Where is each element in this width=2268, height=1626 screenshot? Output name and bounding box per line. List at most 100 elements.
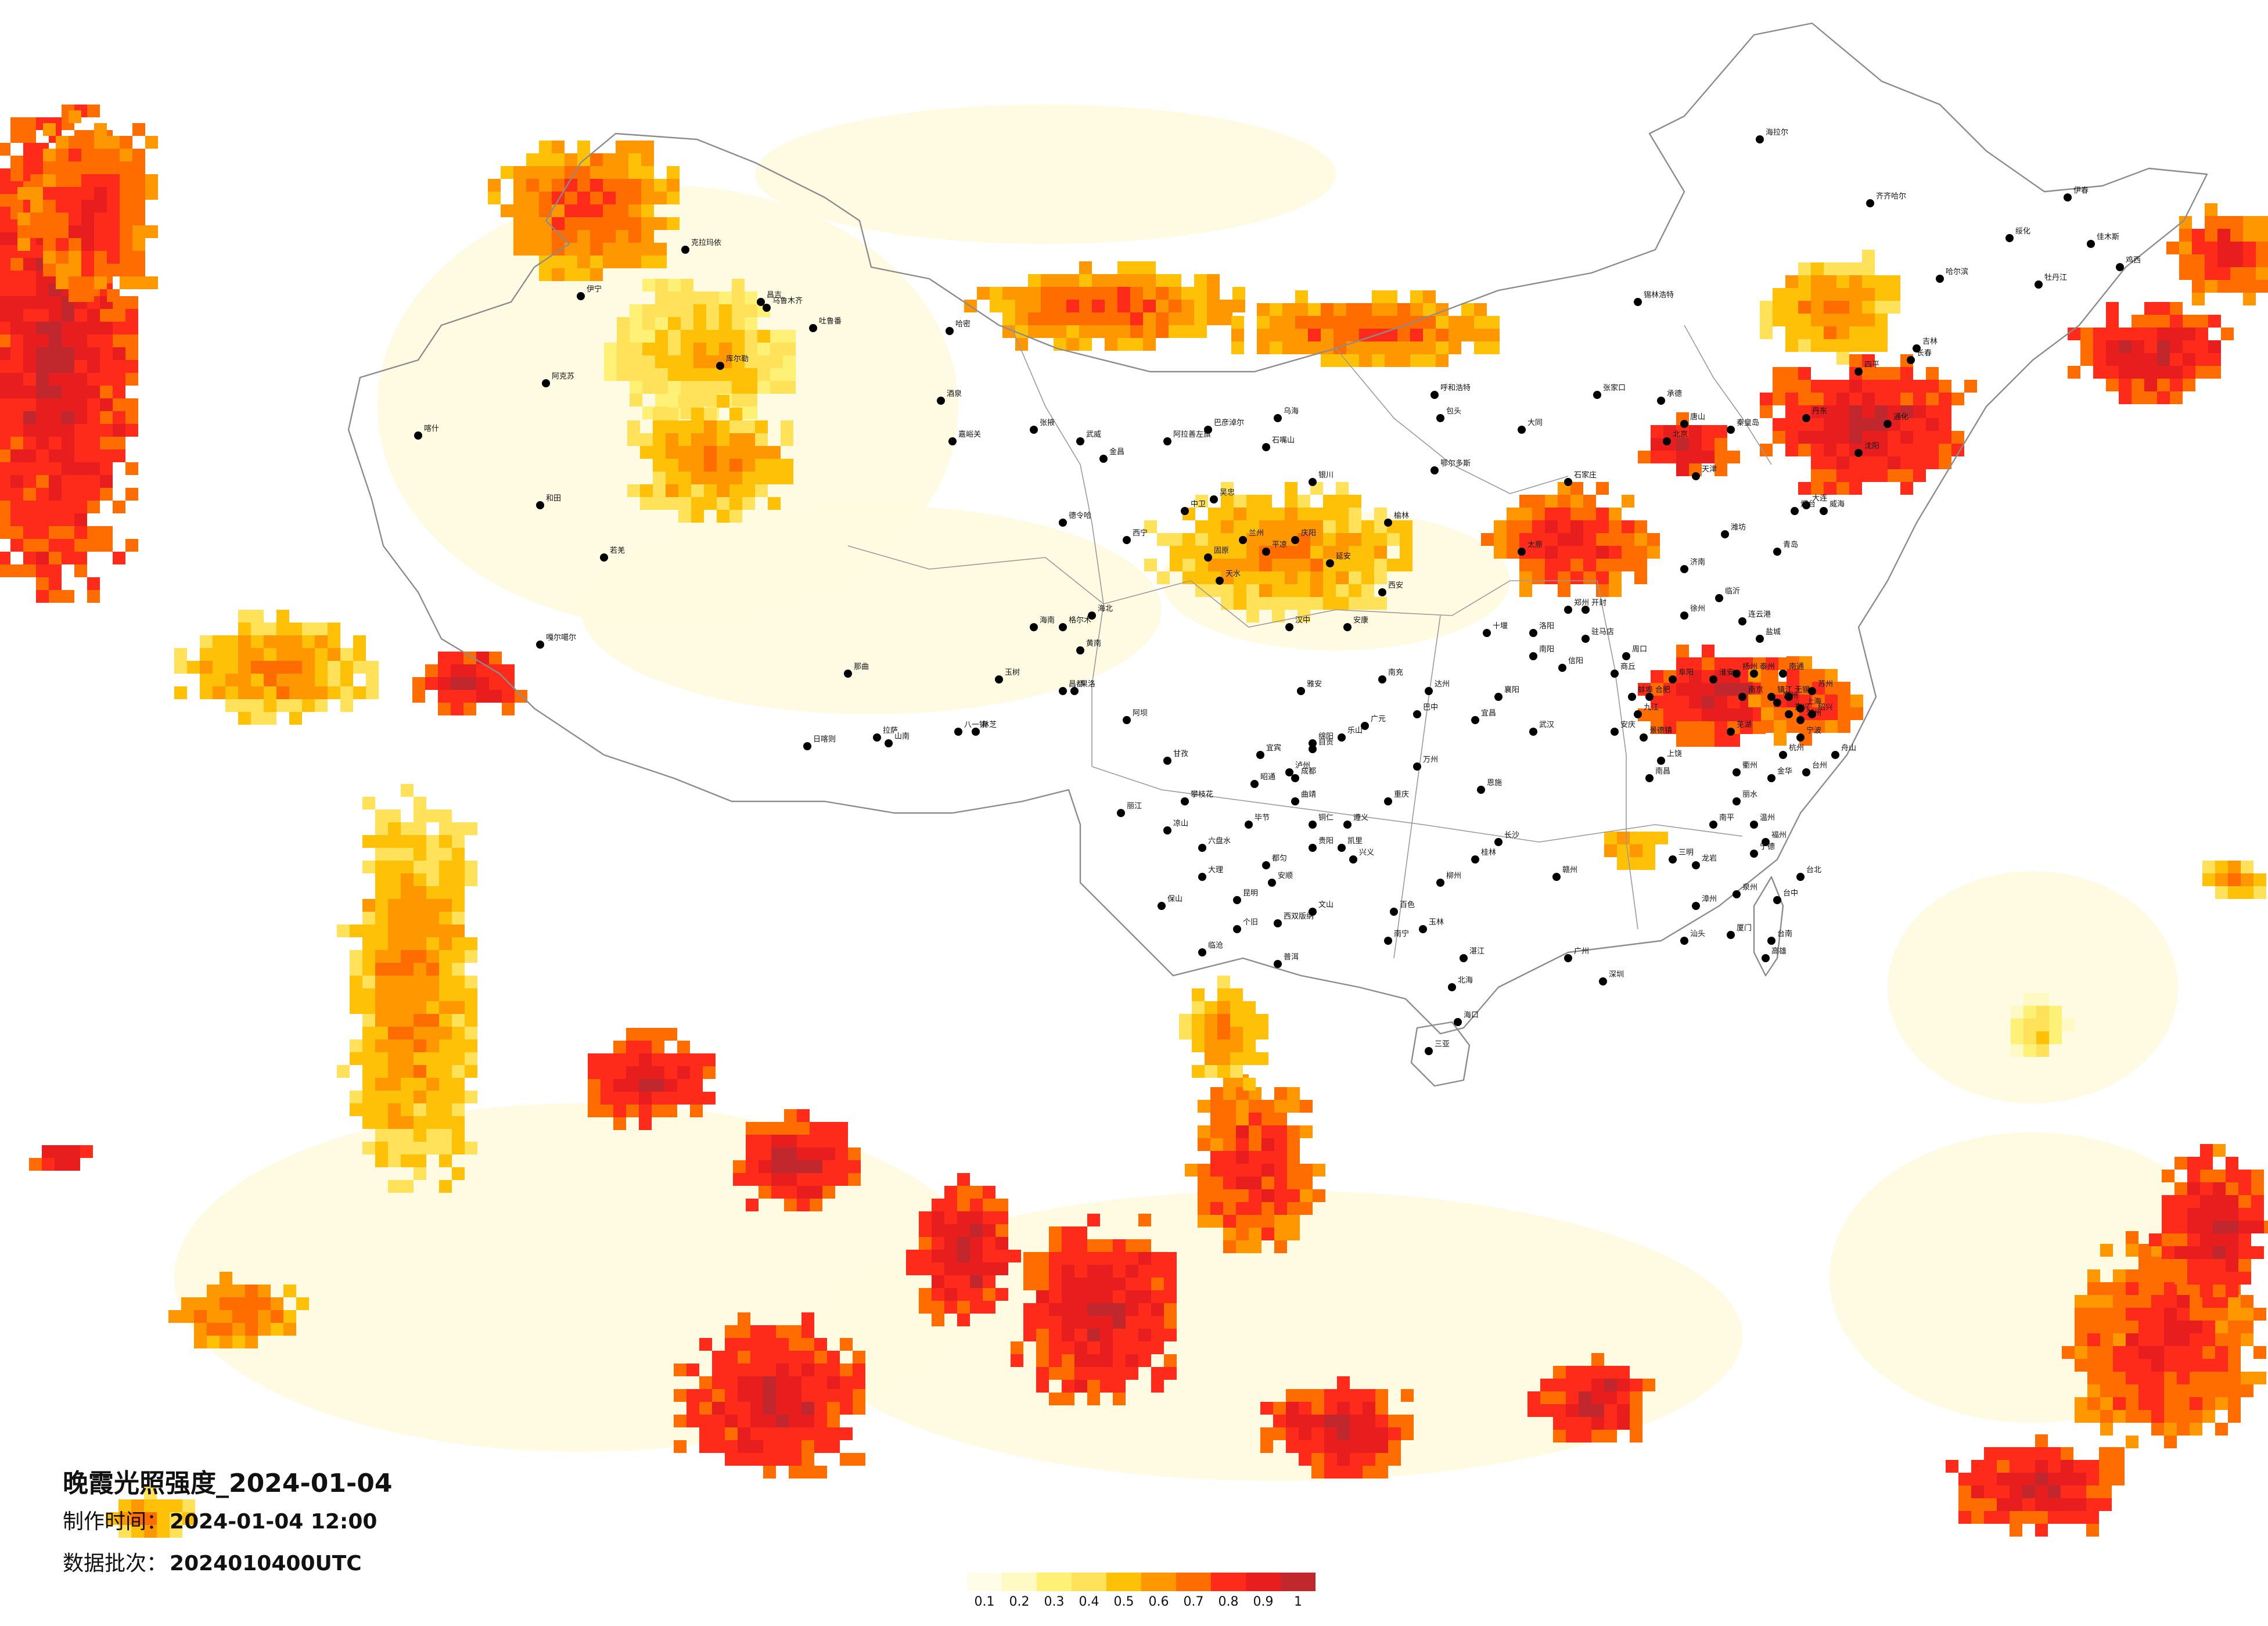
city-marker: 蚌埠: [1628, 686, 1653, 701]
city-marker: 巴彦淖尔: [1204, 418, 1244, 434]
map-title: 晚霞光照强度_2024-01-04: [63, 1469, 393, 1498]
city-dot: [1669, 675, 1677, 684]
city-label: 济南: [1690, 557, 1705, 567]
city-dot: [1163, 757, 1171, 765]
city-marker: 昆明: [1233, 889, 1258, 904]
city-marker: 洛阳: [1529, 622, 1554, 637]
city-label: 伊春: [2073, 186, 2089, 195]
city-label: 丽水: [1742, 790, 1757, 799]
city-marker: 绥化: [2005, 227, 2030, 242]
city-label: 长春: [1917, 349, 1932, 358]
city-label: 十堰: [1493, 622, 1508, 631]
city-label: 毕节: [1255, 814, 1270, 822]
legend-swatch: [1002, 1573, 1037, 1591]
city-dot: [1727, 728, 1735, 736]
city-dot: [1384, 937, 1392, 945]
city-label: 广元: [1371, 715, 1386, 724]
city-label: 阿坝: [1133, 709, 1148, 718]
city-label: 兰州: [1249, 529, 1264, 538]
city-dot: [1709, 821, 1717, 829]
city-label: 金昌: [1109, 447, 1124, 456]
city-label: 万州: [1423, 756, 1438, 764]
city-marker: 石家庄: [1564, 470, 1597, 486]
city-label: 深圳: [1609, 970, 1624, 979]
city-dot: [1309, 908, 1317, 916]
city-label: 南阳: [1539, 645, 1554, 654]
blob-ningxia-shaanxi: [1144, 482, 1412, 623]
city-label: 临沂: [1725, 587, 1740, 596]
city-dot: [1645, 774, 1654, 782]
city-marker: 遵义: [1343, 813, 1368, 829]
city-dot: [1796, 716, 1805, 724]
city-marker: 黄南: [1076, 639, 1101, 654]
city-marker: 深圳: [1599, 970, 1624, 985]
city-marker: 上饶: [1657, 750, 1682, 765]
city-dot: [1262, 443, 1270, 451]
data-batch-value: 2024010400UTC: [170, 1552, 362, 1575]
city-dot: [1657, 397, 1665, 405]
production-time-row: 制作时间： 2024-01-04 12:00: [63, 1501, 392, 1543]
city-marker: 大同: [1518, 419, 1543, 434]
city-dot: [1430, 466, 1439, 474]
city-label: 镇江: [1777, 686, 1792, 695]
city-label: 西双版纳: [1284, 912, 1314, 921]
blob-beijing: [1638, 412, 1740, 476]
city-label: 海口: [1464, 1011, 1479, 1020]
city-dot: [954, 728, 962, 736]
city-marker: 张家口: [1593, 383, 1626, 399]
city-dot: [2116, 263, 2124, 271]
city-marker: 泰州: [1750, 663, 1775, 678]
city-marker: 哈尔滨: [1936, 267, 1968, 283]
city-label: 福州: [1771, 831, 1787, 840]
city-label: 连云港: [1748, 610, 1771, 619]
city-dot: [716, 362, 724, 370]
city-label: 西宁: [1133, 528, 1148, 538]
city-dot: [1030, 426, 1038, 434]
city-marker: 六盘水: [1198, 836, 1231, 852]
city-label: 拉萨: [883, 726, 898, 735]
city-dot: [1239, 536, 1247, 544]
city-label: 阜阳: [1678, 668, 1694, 677]
city-marker: 阜阳: [1669, 668, 1694, 684]
city-dot: [1779, 670, 1787, 678]
city-marker: 福州: [1762, 831, 1787, 846]
city-marker: 绵阳: [1309, 732, 1334, 747]
city-marker: 台南: [1767, 929, 1792, 945]
city-dot: [1198, 844, 1206, 852]
city-label: 玉树: [1005, 668, 1020, 677]
city-marker: 自贡: [1309, 738, 1334, 753]
city-dot: [873, 733, 881, 742]
city-label: 湛江: [1469, 947, 1485, 956]
city-label: 伊宁: [587, 285, 602, 294]
city-label: 无锡: [1795, 686, 1810, 695]
city-label: 和田: [546, 494, 561, 503]
city-label: 安庆: [1620, 721, 1636, 729]
city-marker: 淮安: [1709, 668, 1734, 684]
blob-bay-of-bengal: [337, 784, 477, 1193]
city-marker: 西宁: [1123, 528, 1148, 544]
city-label: 重庆: [1394, 790, 1409, 799]
city-label: 张掖: [1040, 419, 1055, 427]
city-dot: [885, 739, 893, 747]
city-dot: [946, 327, 954, 335]
city-marker: 大连: [1802, 494, 1827, 509]
province-line-south: [1091, 766, 1743, 843]
city-dot: [1767, 774, 1775, 782]
city-marker: 八一镇: [954, 721, 987, 736]
legend-swatch: [1176, 1573, 1211, 1591]
production-time-value: 2024-01-04 12:00: [170, 1510, 378, 1534]
color-legend: 0.1 0.2 0.3 0.4 0.5 0.6 0.7 0.8 0.9 1: [967, 1573, 1315, 1613]
city-dot: [1709, 675, 1717, 684]
city-label: 雅安: [1307, 680, 1322, 689]
china-border: [347, 22, 2208, 1035]
city-marker: 驻马店: [1582, 628, 1614, 643]
province-line-east: [1597, 580, 1638, 930]
city-dot: [1059, 519, 1067, 527]
city-label: 舟山: [1841, 744, 1856, 753]
city-label: 嘉兴: [1795, 703, 1810, 712]
city-label: 天水: [1225, 570, 1241, 578]
city-marker: 佳木斯: [2087, 233, 2119, 248]
city-dot: [536, 641, 544, 649]
city-marker: 林芝: [972, 720, 997, 736]
city-marker: 石嘴山: [1262, 436, 1295, 451]
